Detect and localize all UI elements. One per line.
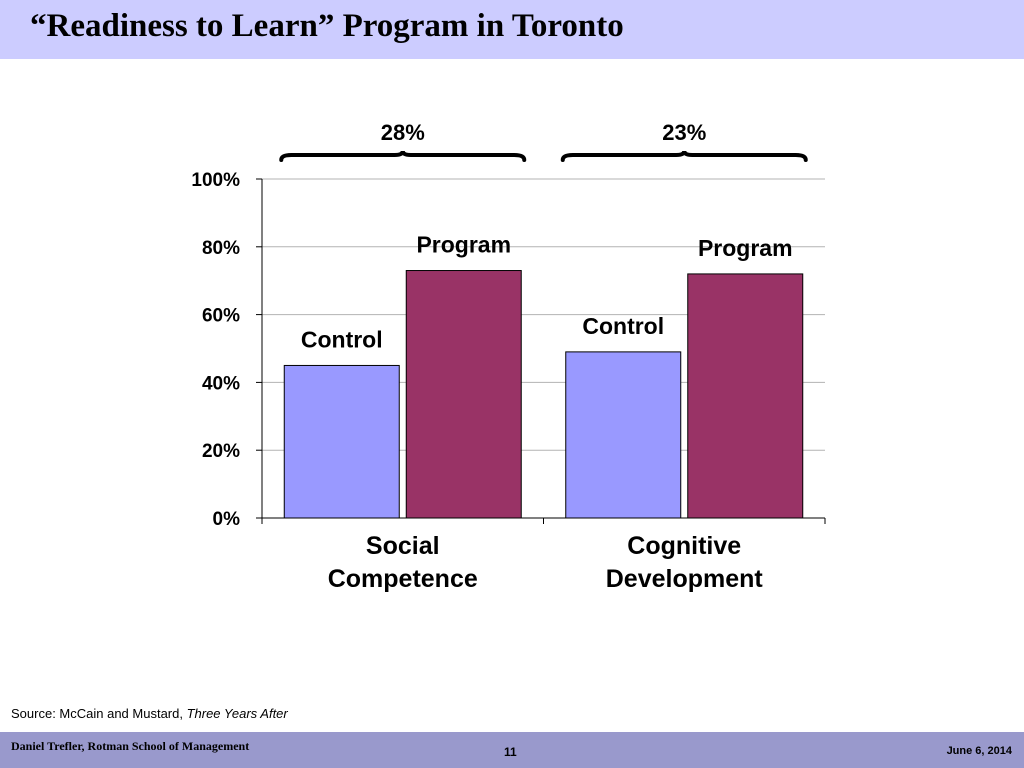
- category-label: Development: [606, 565, 764, 593]
- y-tick-label: 100%: [191, 170, 240, 191]
- page-number: 11: [504, 745, 517, 759]
- y-tick-label: 60%: [202, 306, 240, 327]
- category-label: Social: [366, 532, 440, 560]
- y-tick-label: 20%: [202, 441, 240, 462]
- bar-program: [405, 270, 522, 519]
- bar-control: [283, 364, 400, 519]
- y-tick-label: 0%: [213, 509, 241, 530]
- source-title: Three Years After: [186, 706, 288, 721]
- y-tick-label: 40%: [202, 373, 240, 394]
- slide-title: “Readiness to Learn” Program in Toronto: [30, 8, 624, 44]
- bar-control: [565, 351, 682, 519]
- difference-annotation: 23%: [662, 120, 706, 145]
- data-label-control: Control: [301, 326, 383, 352]
- data-label-control: Control: [582, 313, 664, 339]
- y-tick-label: 80%: [202, 238, 240, 259]
- data-label-program: Program: [416, 232, 511, 258]
- brace: [279, 150, 527, 162]
- bar-program: [687, 273, 804, 519]
- data-label-program: Program: [698, 235, 793, 261]
- category-label: Cognitive: [627, 532, 741, 560]
- difference-annotation: 28%: [381, 120, 425, 145]
- footer-author: Daniel Trefler, Rotman School of Managem…: [11, 739, 250, 753]
- title-bar: [0, 0, 1024, 59]
- footer-bar: [0, 732, 1024, 768]
- brace: [560, 150, 808, 162]
- footer-date: June 6, 2014: [946, 745, 1012, 757]
- source-note: Source: McCain and Mustard, Three Years …: [11, 706, 288, 721]
- source-prefix: Source: McCain and Mustard,: [11, 706, 187, 721]
- category-label: Competence: [328, 565, 478, 593]
- bar-chart: 0% 20% 40% 60% 80% 100% Control Program Social Co…: [191, 120, 826, 593]
